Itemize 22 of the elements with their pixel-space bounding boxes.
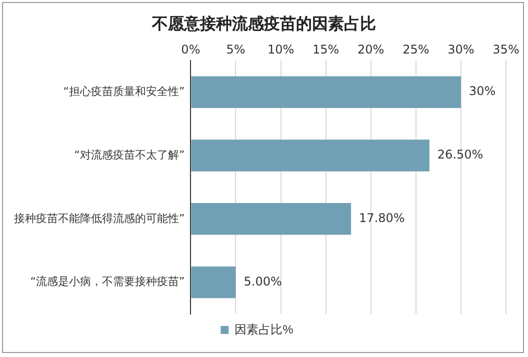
x-tick-label: 35% bbox=[492, 42, 520, 56]
x-tick-label: 5% bbox=[226, 42, 246, 56]
y-tick-label: 接种疫苗不能降低得流感的可能性” bbox=[14, 212, 185, 225]
data-label: 26.50% bbox=[437, 148, 484, 162]
x-tick-label: 15% bbox=[312, 42, 340, 56]
data-label: 17.80% bbox=[359, 211, 405, 226]
y-tick-label: “对流感疫苗不太了解” bbox=[74, 148, 185, 162]
x-tick-label: 30% bbox=[448, 42, 474, 56]
chart-title: 不愿意接种流感疫苗的因素占比 bbox=[150, 14, 377, 35]
bar bbox=[191, 140, 430, 172]
bar bbox=[191, 203, 352, 235]
y-tick-label: “流感是小病，不需要接种疫苗” bbox=[30, 275, 185, 288]
bar bbox=[191, 266, 236, 298]
x-tick-label: 25% bbox=[402, 42, 430, 56]
x-tick-label: 20% bbox=[358, 42, 384, 56]
x-tick-label: 0% bbox=[181, 42, 200, 56]
bar bbox=[191, 76, 461, 108]
y-tick-label: “担心疫苗质量和安全性” bbox=[63, 84, 185, 98]
x-tick-label: 10% bbox=[267, 42, 294, 56]
legend-label: 因素占比% bbox=[234, 322, 294, 336]
data-label: 5.00% bbox=[244, 274, 282, 288]
data-label: 30% bbox=[468, 84, 496, 98]
